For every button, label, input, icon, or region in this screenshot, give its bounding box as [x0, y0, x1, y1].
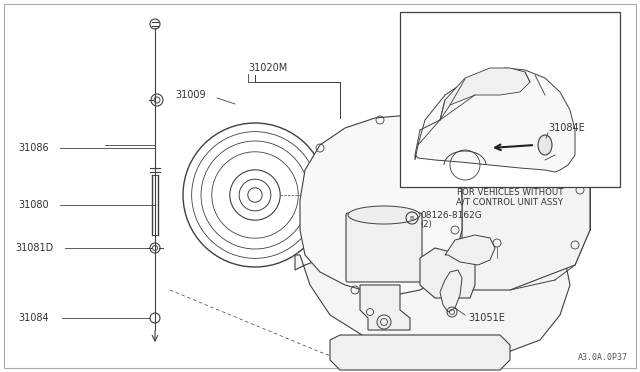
Polygon shape — [440, 68, 530, 120]
Text: (2): (2) — [420, 219, 432, 228]
Polygon shape — [295, 228, 570, 360]
Text: FOR VEHICLES WITHOUT: FOR VEHICLES WITHOUT — [457, 187, 563, 196]
Text: 31081D: 31081D — [15, 243, 53, 253]
Polygon shape — [440, 270, 462, 312]
Ellipse shape — [348, 206, 420, 224]
Text: 31020M: 31020M — [248, 63, 287, 73]
Ellipse shape — [538, 135, 552, 155]
Text: 31051E: 31051E — [468, 313, 505, 323]
Polygon shape — [415, 68, 575, 172]
Text: 31084: 31084 — [18, 313, 49, 323]
Text: 31084E: 31084E — [548, 123, 585, 133]
Polygon shape — [420, 248, 475, 298]
Text: 31086: 31086 — [18, 143, 49, 153]
Polygon shape — [462, 130, 590, 290]
Text: 31009: 31009 — [175, 90, 205, 100]
Polygon shape — [445, 235, 495, 265]
Text: B: B — [410, 215, 414, 221]
Polygon shape — [330, 335, 510, 370]
FancyBboxPatch shape — [346, 213, 422, 282]
Bar — [400, 12, 620, 187]
Polygon shape — [300, 115, 462, 295]
Text: A3.0A.0P37: A3.0A.0P37 — [578, 353, 628, 362]
Text: 08126-8162G: 08126-8162G — [420, 211, 482, 219]
Text: 31054: 31054 — [374, 248, 405, 258]
Text: A/T CONTROL UNIT ASSY: A/T CONTROL UNIT ASSY — [456, 198, 563, 206]
Text: 31080: 31080 — [18, 200, 49, 210]
Polygon shape — [360, 285, 410, 330]
